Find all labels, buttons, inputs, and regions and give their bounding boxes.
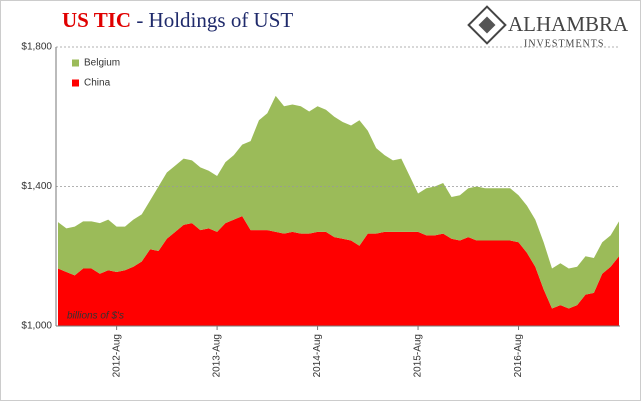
legend-label: China xyxy=(84,78,111,89)
legend-swatch xyxy=(72,59,79,67)
chart-title: US TIC xyxy=(62,8,131,32)
x-tick-label: 2015-Aug xyxy=(413,334,424,377)
x-tick-label: 2013-Aug xyxy=(212,334,223,377)
y-tick-label: $1,400 xyxy=(21,181,52,192)
logo-tagline: INVESTMENTS xyxy=(524,38,604,49)
logo-name: ALHAMBRA xyxy=(508,12,629,36)
annotation: billions of $'s xyxy=(67,311,124,322)
title-block: US TIC - Holdings of UST xyxy=(62,8,293,32)
chart-subtitle: - Holdings of UST xyxy=(136,8,293,32)
legend-label: Belgium xyxy=(84,58,120,69)
x-tick-label: 2016-Aug xyxy=(513,334,524,377)
y-tick-label: $1,000 xyxy=(21,321,52,332)
x-tick-label: 2014-Aug xyxy=(312,334,323,377)
area xyxy=(58,216,619,326)
area xyxy=(58,95,619,309)
y-tick-label: $1,800 xyxy=(21,42,52,53)
logo: ALHAMBRA INVESTMENTS xyxy=(467,5,629,49)
legend-swatch xyxy=(72,79,79,87)
logo-diamond xyxy=(467,5,507,45)
x-tick-label: 2012-Aug xyxy=(111,334,122,377)
